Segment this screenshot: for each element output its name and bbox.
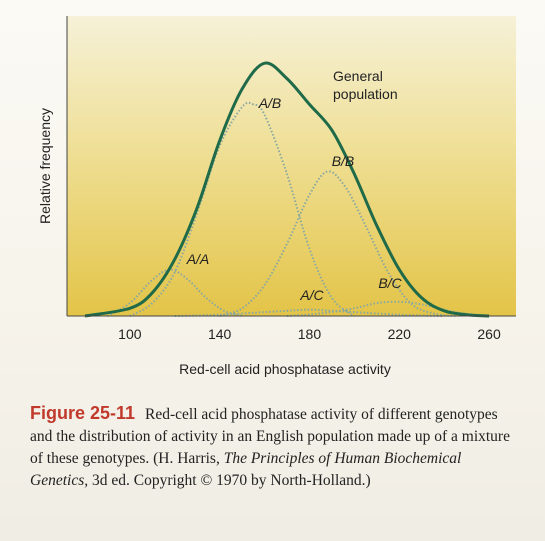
x-tick-label-140: 140	[208, 326, 232, 342]
caption-text: Red-cell acid phosphatase activity of di…	[30, 406, 510, 467]
x-tick-label-180: 180	[298, 326, 322, 342]
series-line-b-b	[219, 170, 456, 317]
series-line-a-a	[106, 268, 243, 317]
x-tick-label-220: 220	[388, 326, 412, 342]
x-tick-label-260: 260	[477, 326, 501, 342]
y-axis-label: Relative frequency	[37, 108, 53, 224]
series-line-a-c	[174, 308, 445, 317]
series-line-b-c	[286, 300, 490, 317]
series-line-a-b	[129, 101, 356, 317]
curve-label-population: population	[333, 86, 398, 102]
x-ticks: 100 140 180 220 260	[118, 326, 501, 342]
genotype-curves	[106, 101, 490, 317]
plot-area	[67, 16, 516, 316]
curve-label-a-b: A/B	[258, 95, 282, 111]
series-line-general-population	[84, 61, 490, 318]
caption-book-title: The Principles of Human Biochemical Gene…	[30, 450, 462, 489]
x-tick-label-100: 100	[118, 326, 142, 342]
figure-number: Figure 25-11	[30, 403, 136, 423]
figure-caption: Figure 25-11 Red-cell acid phosphatase ac…	[30, 402, 520, 492]
x-axis-label: Red-cell acid phosphatase activity	[179, 361, 391, 377]
curve-label-general: General	[333, 68, 383, 84]
population-curve-group	[84, 61, 490, 318]
curve-label-b-b: B/B	[332, 153, 355, 169]
curve-label-a-c: A/C	[299, 287, 324, 303]
curve-label-b-c: B/C	[378, 275, 402, 291]
curve-label-a-a: A/A	[186, 251, 210, 267]
curve-labels: General population A/A A/B B/B A/C B/C	[186, 68, 403, 303]
caption-text-end: 3d ed. Copyright © 1970 by North-Holland…	[88, 472, 371, 489]
